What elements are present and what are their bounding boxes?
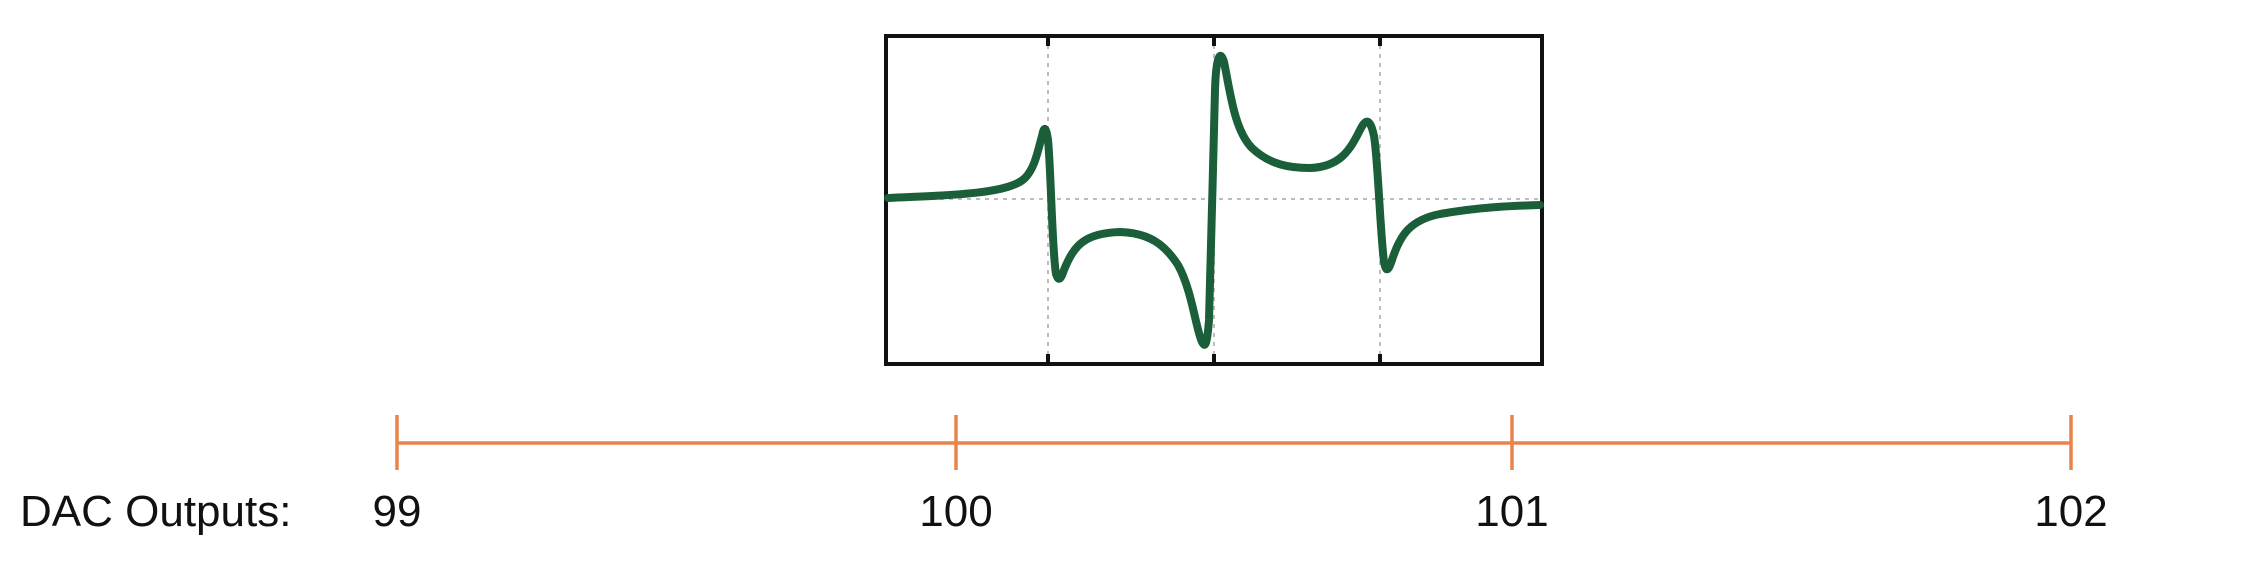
dac-value-99: 99: [373, 487, 422, 536]
plot-ticks: [1046, 36, 1382, 364]
dac-scale: DAC Outputs: 99 100 101 102: [20, 415, 2108, 536]
dac-value-102: 102: [2034, 487, 2107, 536]
signal-curve: [884, 51, 1544, 349]
dac-outputs-label: DAC Outputs:: [20, 487, 291, 536]
signal-plot: [884, 34, 1544, 366]
dac-value-101: 101: [1475, 487, 1548, 536]
dac-value-100: 100: [919, 487, 992, 536]
